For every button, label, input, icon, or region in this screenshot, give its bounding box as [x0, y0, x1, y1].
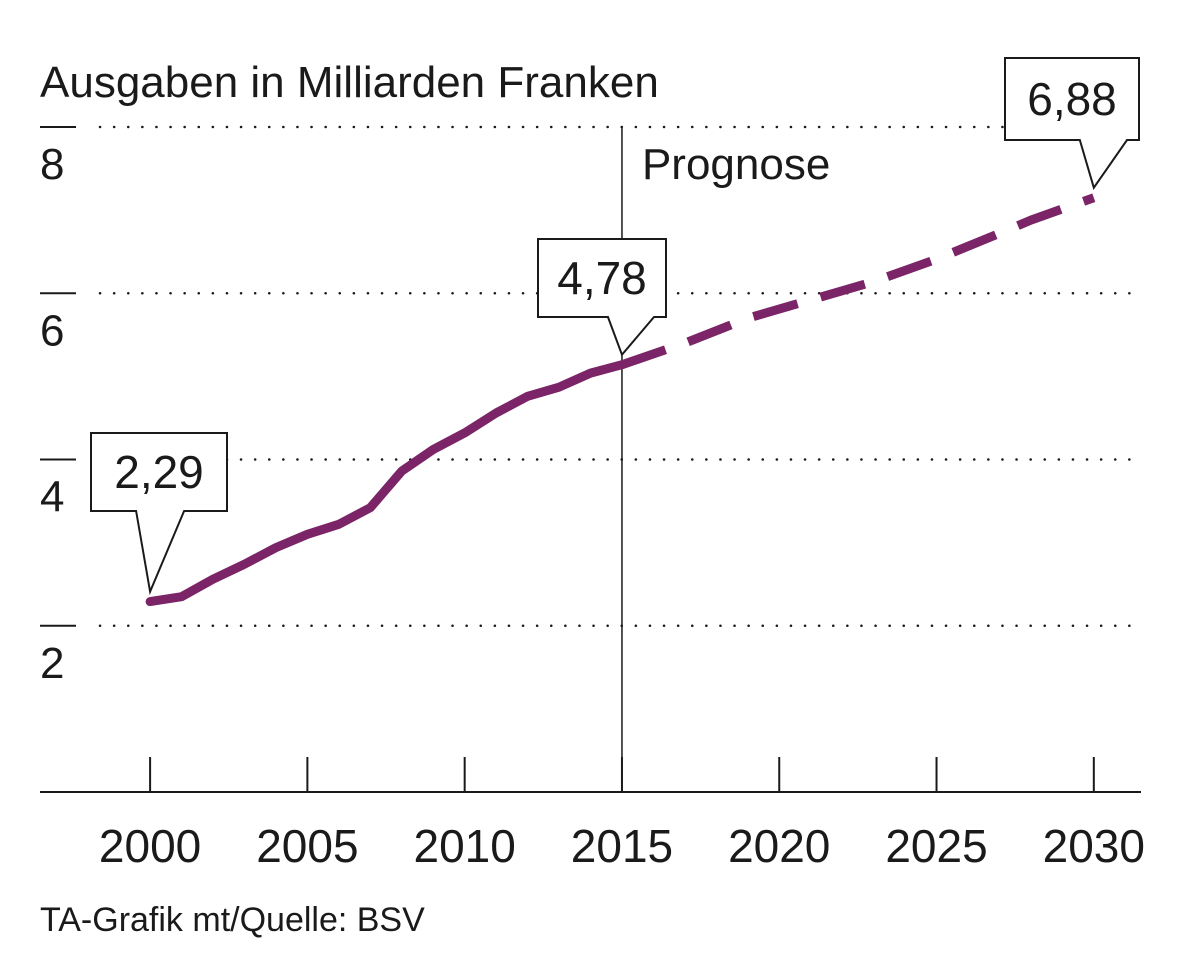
x-tick-label-2005: 2005 — [256, 820, 358, 872]
annotation-box-1 — [90, 432, 228, 596]
x-tick-label-2020: 2020 — [728, 820, 830, 872]
annotations: 2,29 4,78 6,88 — [90, 57, 1140, 596]
y-tick-label-8: 8 — [40, 140, 64, 189]
y-axis-tick-labels: 2 4 6 8 — [40, 140, 64, 688]
annotation-label-1: 2,29 — [114, 446, 204, 498]
x-tick-label-2010: 2010 — [413, 820, 515, 872]
x-tick-label-2015: 2015 — [571, 820, 673, 872]
annotation-label-3: 6,88 — [1027, 73, 1117, 125]
gridlines — [98, 125, 1143, 627]
x-tick-label-2030: 2030 — [1043, 820, 1145, 872]
annotation-label-2: 4,78 — [557, 252, 647, 304]
source-note: TA-Grafik mt/Quelle: BSV — [40, 901, 425, 939]
y-axis-tick-marks — [40, 126, 76, 627]
series-line-forecast — [620, 193, 1096, 369]
series-line-actual — [145, 360, 627, 607]
x-axis-tick-labels: 2000 2005 2010 2015 2020 2025 2030 — [99, 820, 1145, 872]
data-series — [145, 193, 1096, 607]
x-tick-label-2025: 2025 — [885, 820, 987, 872]
x-tick-label-2000: 2000 — [99, 820, 201, 872]
annotation-box-3 — [1004, 57, 1140, 190]
y-tick-label-4: 4 — [40, 473, 64, 522]
y-tick-label-6: 6 — [40, 306, 64, 355]
annotation-box-2 — [537, 238, 667, 357]
chart-title: Ausgaben in Milliarden Franken — [40, 58, 659, 107]
y-tick-label-2: 2 — [40, 639, 64, 688]
prognosis-label: Prognose — [642, 140, 830, 189]
